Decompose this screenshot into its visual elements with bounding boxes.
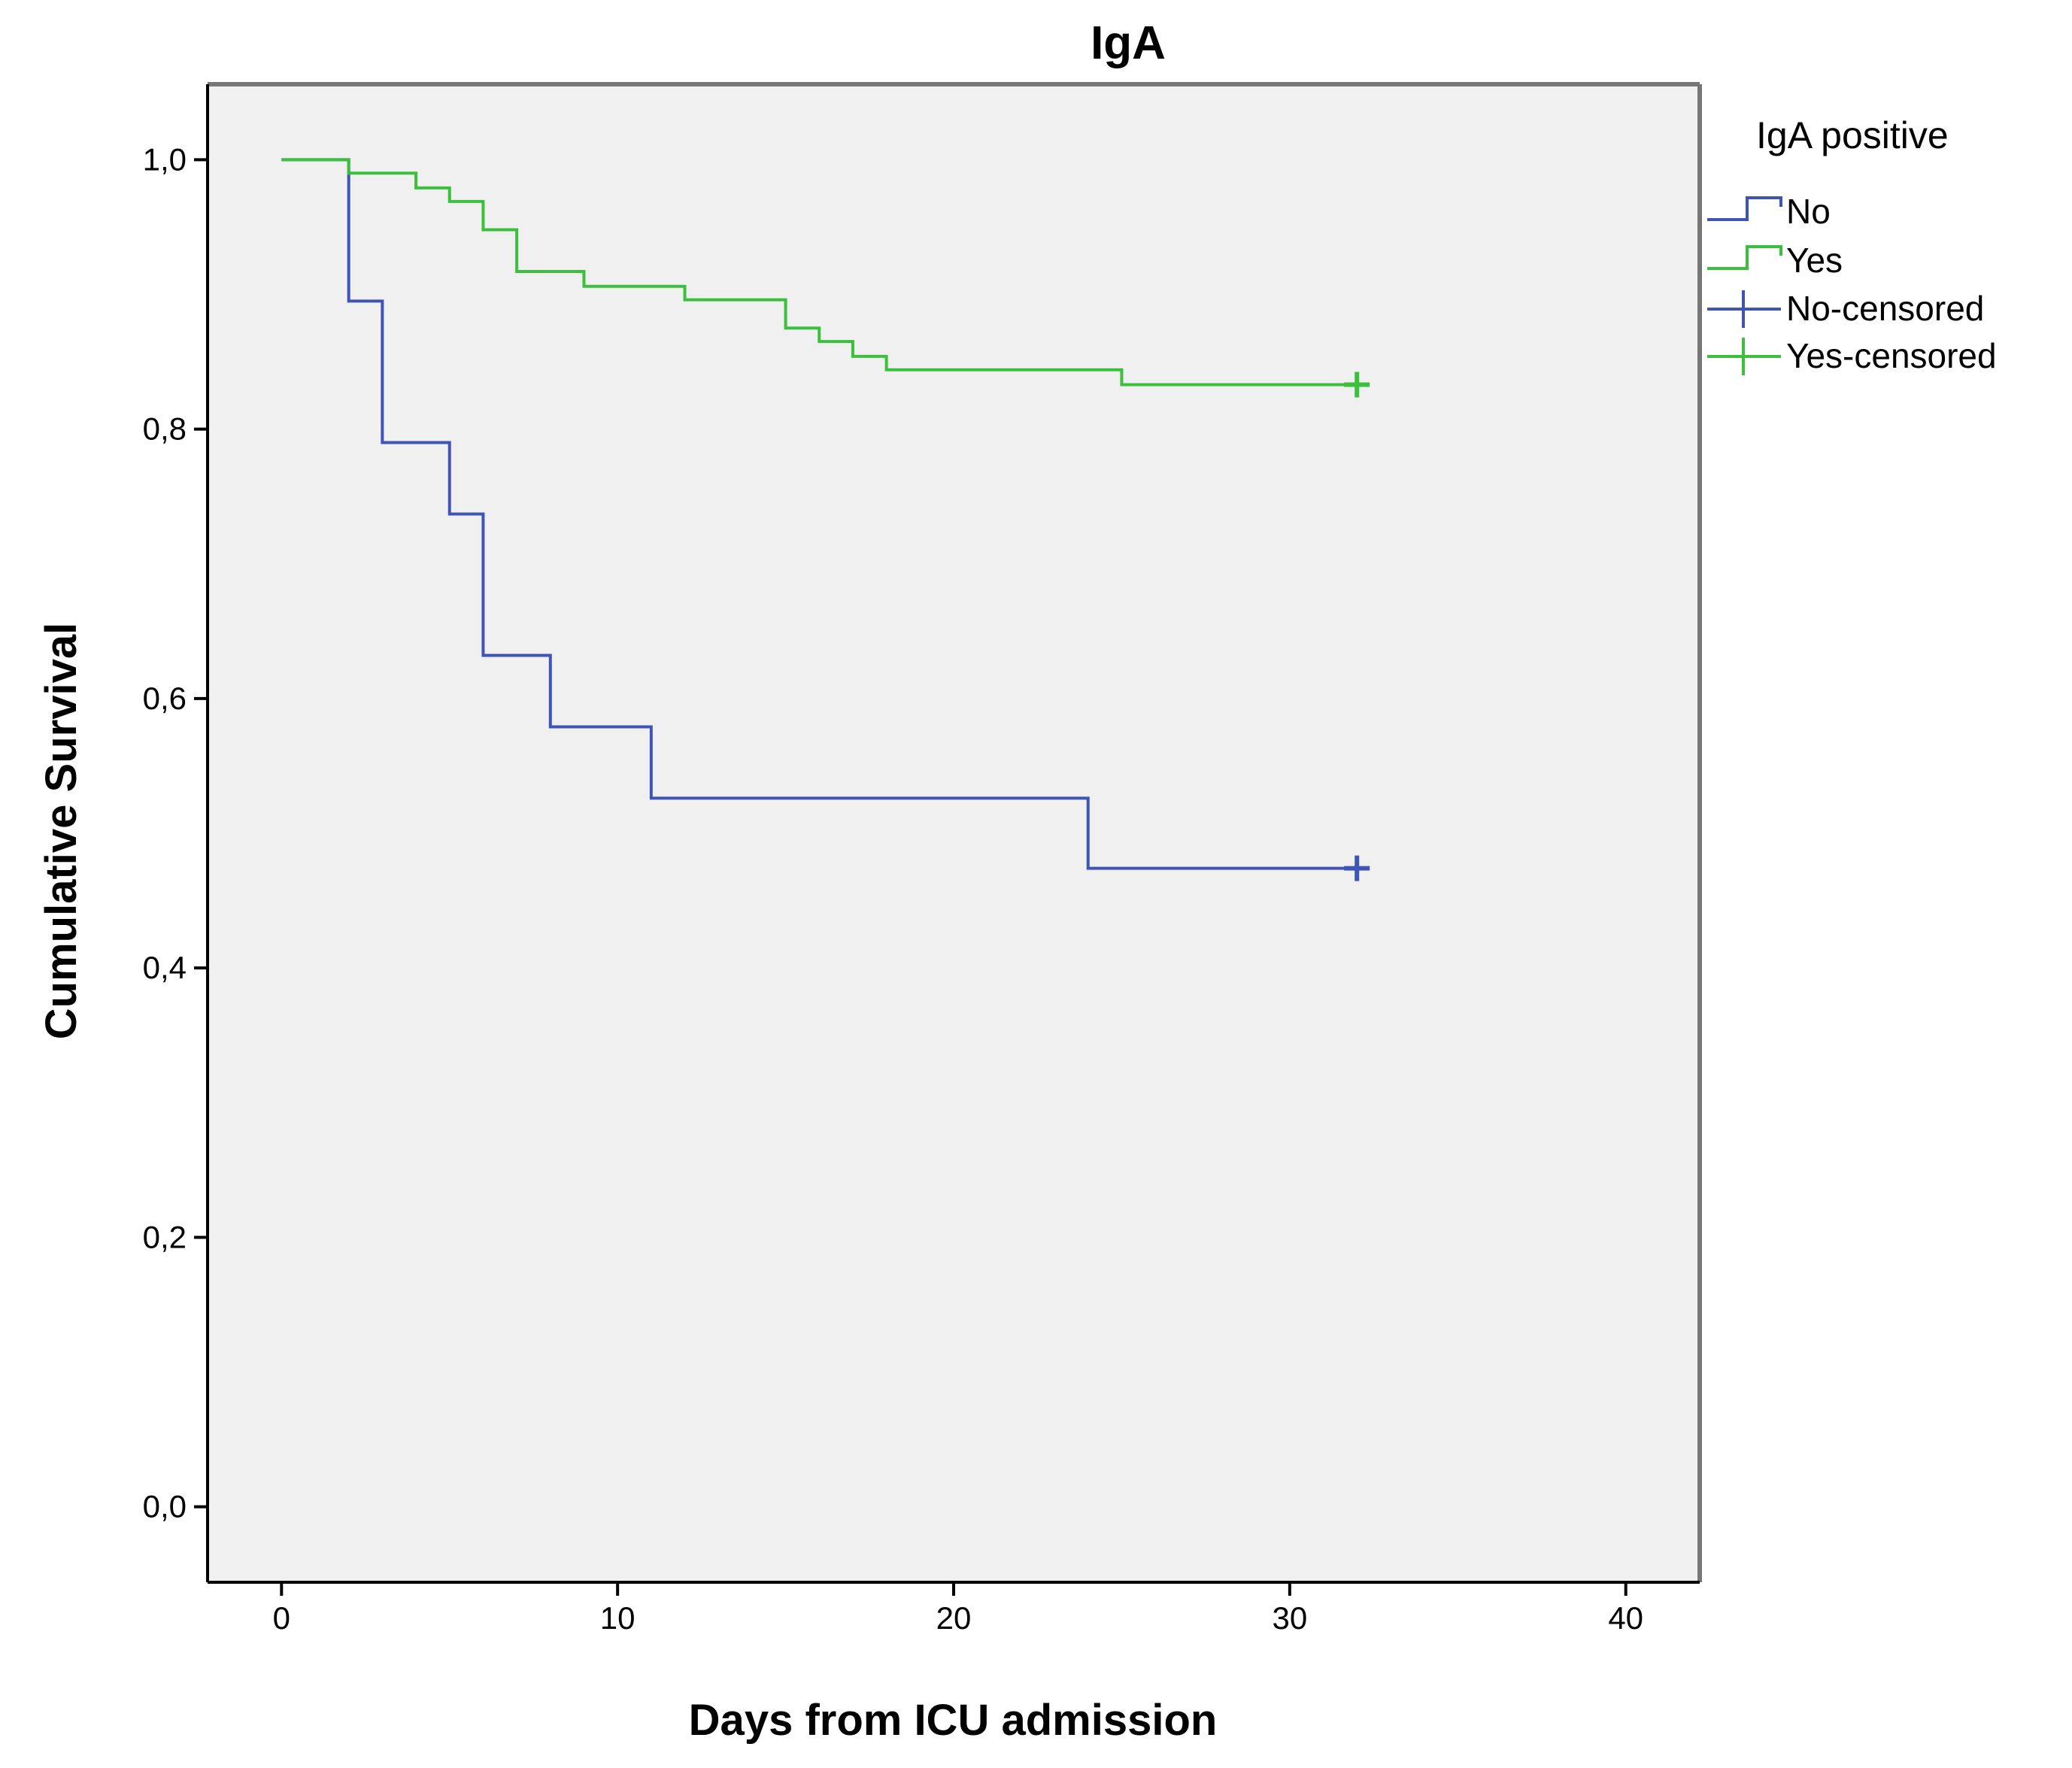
y-tick-label: 0,0 <box>143 1489 187 1524</box>
legend-entry-no-censored: No-censored <box>1707 289 1984 328</box>
y-tick-label: 0,4 <box>143 950 187 985</box>
legend-entry-yes-censored: Yes-censored <box>1707 336 1997 375</box>
y-tick-label: 1,0 <box>143 141 187 177</box>
x-tick-label: 30 <box>1272 1600 1307 1636</box>
y-axis-label: Cumulative Survival <box>37 623 86 1039</box>
legend-step-icon-yes <box>1707 245 1782 270</box>
plot-area <box>208 84 1700 1582</box>
censor-mark-no <box>1344 855 1370 881</box>
y-tick-label: 0,2 <box>143 1219 187 1254</box>
y-axis-ticks: 0,0 0,2 0,4 0,6 0,8 1,0 <box>143 141 208 1524</box>
x-tick-label: 0 <box>273 1600 290 1636</box>
x-tick-label: 10 <box>600 1600 636 1636</box>
x-axis-ticks: 0 10 20 30 40 <box>273 1582 1643 1636</box>
legend-label-no-censored: No-censored <box>1786 289 1984 328</box>
y-tick-label: 0,8 <box>143 411 187 447</box>
series-line-no <box>281 158 1358 870</box>
y-tick-label: 0,6 <box>143 681 187 716</box>
x-tick-label: 40 <box>1608 1600 1643 1636</box>
legend: IgA positive No Yes No-censored Yes-cens… <box>1707 114 1997 375</box>
series-layer <box>281 158 1370 881</box>
legend-label-yes: Yes <box>1786 241 1843 280</box>
legend-step-icon-no <box>1707 196 1782 221</box>
chart-title: IgA <box>1091 17 1166 69</box>
censor-mark-yes <box>1344 371 1370 398</box>
x-tick-label: 20 <box>936 1600 972 1636</box>
legend-label-yes-censored: Yes-censored <box>1786 336 1997 375</box>
series-line-yes <box>281 158 1358 387</box>
legend-label-no: No <box>1786 192 1831 231</box>
legend-entry-yes: Yes <box>1707 241 1843 280</box>
legend-title: IgA positive <box>1756 114 1949 156</box>
legend-entry-no: No <box>1707 192 1831 231</box>
x-axis-label: Days from ICU admission <box>689 1696 1218 1745</box>
